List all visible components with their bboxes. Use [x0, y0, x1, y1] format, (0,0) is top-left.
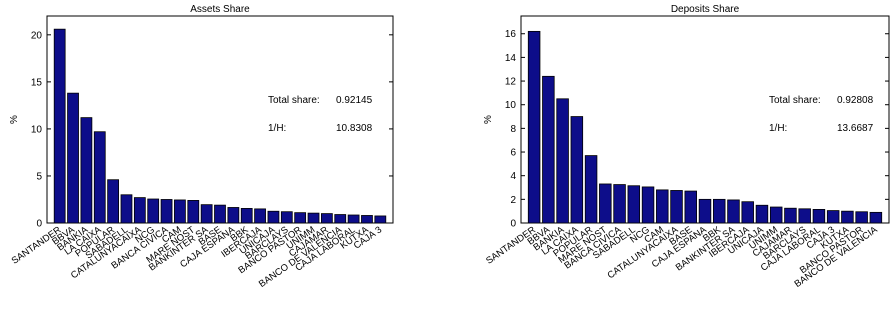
- bar: [713, 198, 726, 224]
- bar: [240, 208, 253, 224]
- y-tick-label: 0: [36, 219, 42, 230]
- bar: [267, 210, 280, 224]
- bar: [727, 199, 740, 224]
- bar: [613, 184, 626, 224]
- bar: [599, 183, 612, 224]
- y-tick-label: 4: [510, 171, 516, 182]
- bar: [684, 190, 697, 224]
- bar: [542, 75, 555, 224]
- bar: [755, 204, 769, 224]
- bar: [627, 185, 641, 224]
- bar: [67, 92, 79, 224]
- bar: [227, 207, 240, 224]
- chart-title: Deposits Share: [671, 4, 740, 15]
- y-tick-label: 2: [510, 195, 516, 206]
- annotation-value: 0.92145: [336, 95, 373, 106]
- y-axis-label: %: [9, 115, 20, 124]
- bar: [174, 199, 186, 224]
- y-tick-label: 0: [510, 219, 516, 230]
- bar: [254, 208, 266, 224]
- bar: [556, 98, 569, 224]
- bar: [214, 204, 226, 224]
- y-tick-label: 10: [505, 100, 517, 111]
- bar: [280, 211, 293, 224]
- bar: [107, 179, 119, 224]
- bar: [120, 194, 133, 224]
- x-tick-label: CAJA 3: [352, 224, 384, 251]
- y-tick-label: 16: [505, 29, 517, 40]
- bar: [769, 206, 783, 224]
- annotation-value: 13.6687: [837, 123, 874, 134]
- bar: [698, 198, 712, 224]
- annotation-label: 1/H:: [769, 123, 787, 134]
- bar: [80, 117, 93, 224]
- bar: [187, 200, 200, 224]
- bar: [374, 215, 387, 224]
- bar: [812, 208, 826, 224]
- bar: [147, 198, 160, 224]
- y-tick-label: 20: [31, 30, 43, 41]
- bar: [570, 116, 584, 224]
- bar: [133, 197, 146, 224]
- bar: [307, 212, 320, 224]
- bar: [784, 207, 797, 224]
- bar: [361, 215, 373, 224]
- bar: [584, 155, 598, 224]
- y-tick-label: 5: [36, 171, 42, 182]
- bar: [841, 210, 854, 224]
- bar: [321, 213, 333, 224]
- y-axis-label: %: [483, 115, 494, 124]
- annotation-label: Total share:: [769, 95, 821, 106]
- bar: [855, 211, 868, 224]
- y-tick-label: 6: [510, 148, 516, 159]
- bar: [869, 211, 883, 224]
- bar: [334, 214, 347, 224]
- bar: [93, 131, 106, 224]
- y-tick-label: 12: [505, 77, 517, 88]
- bar: [656, 189, 669, 224]
- bar: [200, 204, 213, 224]
- annotation-label: Total share:: [268, 95, 320, 106]
- y-tick-label: 14: [505, 53, 517, 64]
- bar: [641, 186, 655, 224]
- bar: [347, 214, 360, 224]
- y-tick-label: 10: [31, 124, 43, 135]
- bar: [160, 199, 173, 224]
- bar: [670, 190, 683, 224]
- y-tick-label: 15: [31, 77, 43, 88]
- annotation-value: 10.8308: [336, 123, 373, 134]
- bar: [53, 28, 66, 224]
- y-tick-label: 8: [510, 124, 516, 135]
- annotation-label: 1/H:: [268, 123, 286, 134]
- bar: [741, 201, 754, 224]
- annotation-value: 0.92808: [837, 95, 874, 106]
- bar: [294, 212, 307, 224]
- bar: [826, 210, 840, 224]
- bar: [527, 30, 541, 224]
- bar: [798, 208, 811, 224]
- chart-title: Assets Share: [190, 4, 250, 15]
